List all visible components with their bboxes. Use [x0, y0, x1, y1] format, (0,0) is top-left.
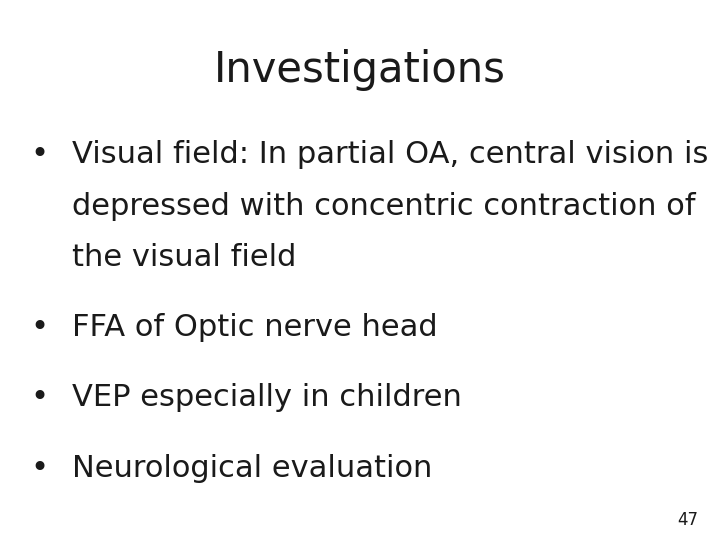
Text: Investigations: Investigations: [214, 49, 506, 91]
Text: •: •: [30, 313, 49, 342]
Text: depressed with concentric contraction of: depressed with concentric contraction of: [72, 192, 696, 221]
Text: •: •: [30, 383, 49, 413]
Text: 47: 47: [678, 511, 698, 529]
Text: •: •: [30, 140, 49, 170]
Text: Neurological evaluation: Neurological evaluation: [72, 454, 433, 483]
Text: Visual field: In partial OA, central vision is: Visual field: In partial OA, central vis…: [72, 140, 708, 170]
Text: •: •: [30, 454, 49, 483]
Text: FFA of Optic nerve head: FFA of Optic nerve head: [72, 313, 438, 342]
Text: VEP especially in children: VEP especially in children: [72, 383, 462, 413]
Text: the visual field: the visual field: [72, 243, 297, 272]
